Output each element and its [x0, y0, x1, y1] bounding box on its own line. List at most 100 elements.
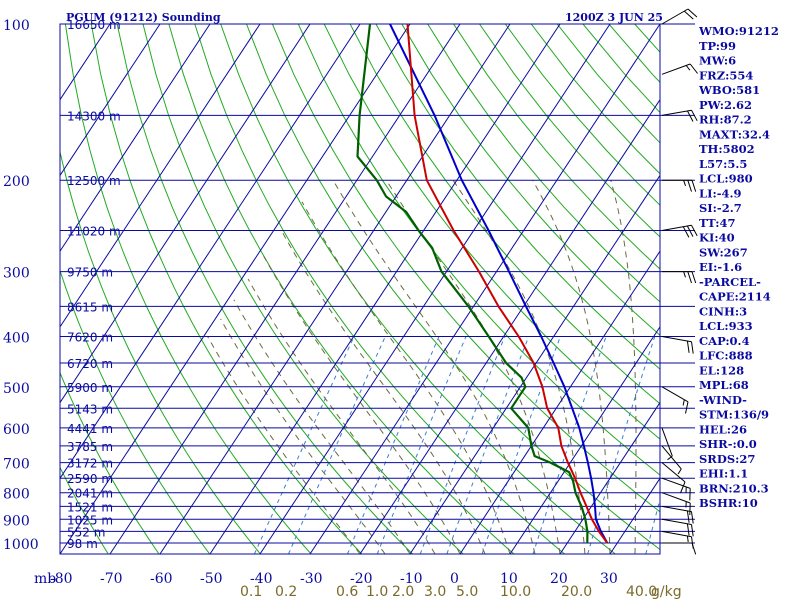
sounding-index: MW:6	[699, 54, 736, 68]
dry-adiabat	[0, 24, 58, 554]
wind-barb	[661, 518, 692, 525]
sounding-index: BSHR:10	[699, 496, 758, 510]
temperature-tick-label: -30	[300, 571, 323, 587]
height-label: 98 m	[67, 537, 98, 551]
height-label: 16650 m	[67, 18, 121, 32]
mixing-ratio-label: 0.6	[336, 584, 358, 600]
pressure-tick-label: 300	[3, 266, 30, 282]
mixing-ratio-label: 20.0	[561, 584, 592, 600]
mixing-ratio-label: 0.1	[240, 584, 262, 600]
isotherm	[109, 24, 461, 554]
sounding-index: CAP:0.4	[699, 334, 750, 348]
isotherm	[559, 401, 660, 554]
wind-barb-flag	[680, 481, 686, 494]
temperature-tick-label: -10	[400, 571, 423, 587]
pressure-tick-label: 100	[3, 18, 30, 34]
sounding-index: HEL:26	[699, 422, 747, 436]
dry-adiabat	[297, 24, 660, 476]
sounding-index: LFC:888	[699, 349, 753, 363]
moist-adiabat	[280, 230, 486, 554]
dry-adiabat	[401, 24, 660, 336]
sounding-index: SHR-:0.0	[699, 437, 757, 451]
mixing-ratio-line	[419, 336, 506, 554]
dry-adiabat	[116, 24, 413, 554]
wind-barb-flag	[691, 341, 694, 354]
sounding-index: LCL:980	[699, 172, 753, 186]
sounding-index: BRN:210.3	[699, 481, 769, 495]
moist-adiabat	[385, 179, 561, 554]
isotherm	[60, 24, 261, 328]
mixing-ratio-label: g/kg	[651, 584, 682, 600]
wind-barb-flag	[686, 510, 690, 523]
sounding-index: EL:128	[699, 363, 744, 377]
wind-barb	[661, 492, 691, 504]
wind-barb-flag	[683, 271, 686, 278]
height-label: 2041 m	[67, 487, 113, 501]
isotherm	[459, 250, 660, 554]
moist-adiabat	[207, 336, 361, 554]
moist-adiabat	[233, 299, 411, 554]
pressure-tick-label: 200	[3, 174, 30, 190]
mixing-ratio-line	[645, 497, 660, 554]
wind-barb-flag	[691, 536, 694, 549]
x-axis-label: mb	[34, 571, 56, 587]
chart-title: PGUM (91212) Sounding	[66, 11, 221, 24]
height-label: 5143 m	[67, 402, 113, 416]
temperature-tick-label: 0	[450, 571, 459, 587]
height-label: 2590 m	[67, 472, 113, 486]
temperature-tick-label: 10	[500, 571, 518, 587]
isotherm	[159, 24, 511, 554]
wind-barb	[661, 530, 692, 538]
height-label: 14300 m	[67, 109, 121, 123]
isotherm	[359, 98, 660, 554]
height-label: 1025 m	[67, 513, 113, 527]
height-label: 4441 m	[67, 422, 113, 436]
mixing-ratio-label: 40.0	[626, 584, 657, 600]
height-label: 552 m	[67, 525, 105, 539]
dry-adiabat	[60, 150, 261, 554]
sounding-index: MAXT:32.4	[699, 127, 770, 141]
sounding-index: CAPE:2114	[699, 290, 771, 304]
dry-adiabat	[453, 24, 660, 270]
temperature-tick-label: 20	[550, 571, 568, 587]
wind-barb-flag	[691, 225, 698, 237]
sounding-index: TH:5802	[699, 142, 755, 156]
sounding-index: MPL:68	[699, 378, 749, 392]
sounding-index: EI:-1.6	[699, 260, 742, 274]
height-label: 6720 m	[67, 357, 113, 371]
isotherm	[60, 24, 411, 554]
wind-barb-flag	[686, 225, 694, 237]
sounding-index: EHI:1.1	[699, 467, 748, 481]
isotherm	[60, 24, 61, 25]
height-label: 5900 m	[67, 381, 113, 395]
temperature-tick-label: 30	[600, 571, 618, 587]
pressure-tick-label: 900	[3, 513, 30, 529]
dry-adiabat	[194, 24, 565, 554]
wind-barb	[661, 336, 692, 343]
height-label: 12500 m	[67, 174, 121, 188]
pressure-tick-label: 500	[3, 381, 30, 397]
wind-barb	[661, 462, 686, 483]
sounding-index: SI:-2.7	[699, 201, 742, 215]
temperature-tick-label: -40	[250, 571, 273, 587]
wind-barb-flag	[683, 10, 694, 20]
wind-barb-flag	[667, 455, 673, 461]
dry-adiabat	[90, 24, 363, 554]
isotherm	[60, 24, 361, 480]
mixing-ratio-label: 1.0	[366, 584, 388, 600]
moist-adiabat	[263, 255, 461, 554]
wind-barb	[661, 427, 673, 457]
wind-barb	[661, 445, 682, 470]
temperature-tick-label: -70	[100, 571, 123, 587]
mixing-ratio-line	[587, 336, 656, 554]
sounding-index: WBO:581	[698, 83, 760, 97]
wind-barb-flag	[682, 399, 685, 406]
isotherm	[0, 24, 10, 554]
mixing-ratio-label: 3.0	[424, 584, 446, 600]
mixing-ratio-line	[253, 336, 355, 554]
temperature-tick-label: -60	[150, 571, 173, 587]
dry-adiabat	[168, 24, 515, 554]
moist-adiabat	[659, 544, 660, 554]
sounding-index: TT:47	[699, 216, 736, 230]
